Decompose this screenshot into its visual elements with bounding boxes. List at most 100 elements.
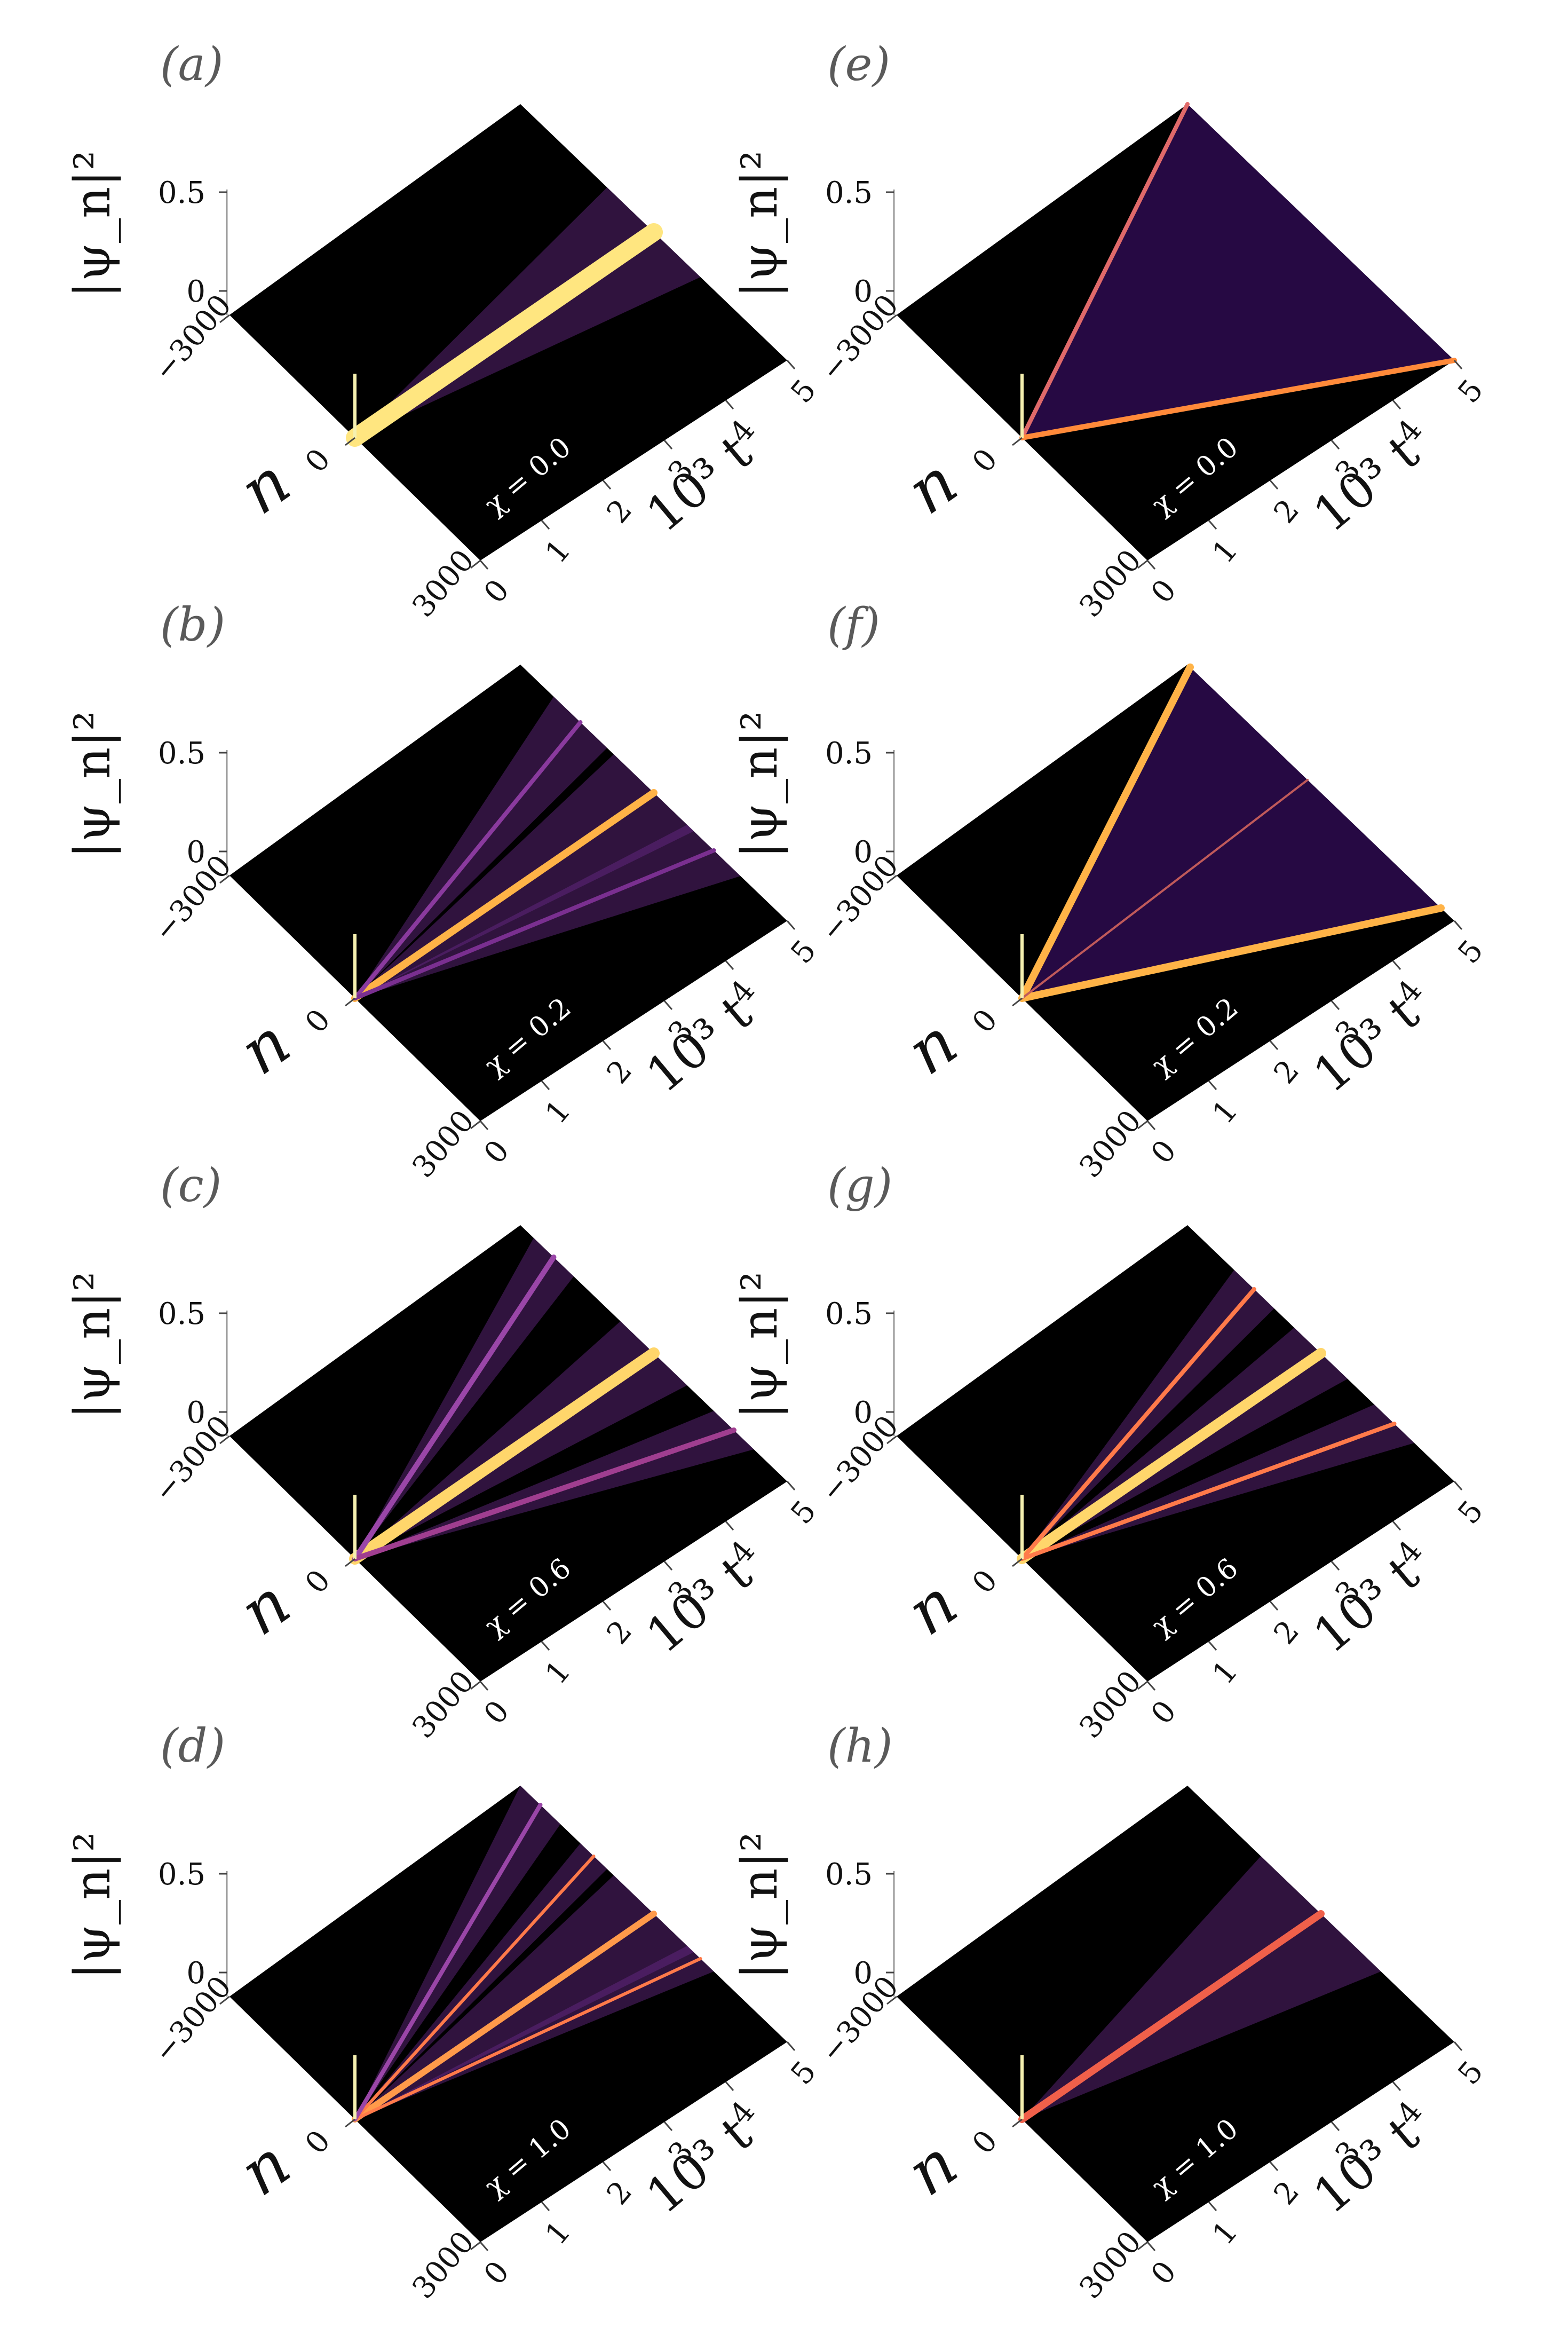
n-tick-label: 0	[298, 443, 337, 479]
z-tick-label: 0	[853, 1395, 873, 1430]
t-tick	[786, 2041, 796, 2051]
t-tick	[602, 2161, 612, 2171]
n-tick	[1012, 997, 1023, 1007]
n-tick	[1137, 559, 1148, 569]
wave-beam	[352, 1911, 657, 2123]
n-axis-label: n	[894, 1566, 970, 1650]
wave-beam	[353, 1957, 702, 2121]
z-axis-label: |ψ_n|²	[731, 711, 788, 858]
wave-beam	[1019, 358, 1457, 440]
panel-label: (g)	[827, 1159, 892, 1212]
n-tick	[219, 314, 230, 324]
n-tick	[1137, 1120, 1148, 1130]
z-axis-label: |ψ_n|²	[731, 1832, 788, 1979]
t-tick	[602, 480, 612, 490]
z-tick-label: 0.5	[158, 1297, 205, 1331]
wave-beam	[1020, 1422, 1397, 1561]
t-tick-label: 0	[1144, 573, 1183, 610]
t-tick	[786, 1481, 796, 1490]
n-tick-label: 3000	[406, 1664, 481, 1745]
t-tick-label: 2	[1267, 493, 1306, 530]
n-tick-label: 3000	[1073, 2225, 1148, 2306]
z-tick-label: 0.5	[825, 736, 873, 771]
t-tick	[479, 1681, 489, 1691]
t-tick	[1269, 1040, 1279, 1050]
n-axis-label: n	[227, 1005, 303, 1090]
t-tick	[1453, 2041, 1463, 2051]
n-tick	[1012, 1558, 1023, 1567]
n-tick-label: 0	[298, 2124, 337, 2161]
t-tick	[1331, 1000, 1340, 1010]
wave-beam	[1017, 1348, 1326, 1564]
n-tick-label: 3000	[1073, 1104, 1148, 1185]
t-tick-label: 2	[600, 2175, 639, 2212]
panel-label: (f)	[827, 598, 880, 652]
t-tick	[663, 1561, 673, 1571]
t-tick	[1208, 1080, 1217, 1090]
density-cone	[1022, 667, 1441, 998]
t-tick-label: 2	[600, 1054, 639, 1091]
t-tick-label: 5	[1451, 373, 1490, 410]
wave-beam	[353, 848, 716, 1000]
t-tick	[1392, 400, 1401, 409]
n-tick-label: 0	[298, 1564, 337, 1600]
t-tick	[1392, 960, 1401, 970]
z-axis-label: |ψ_n|²	[64, 1832, 121, 1979]
t-tick-label: 2	[600, 493, 639, 530]
t-tick-label: 1	[1206, 1094, 1245, 1131]
n-tick	[886, 1435, 897, 1445]
t-tick	[725, 2081, 734, 2091]
t-tick	[541, 1080, 550, 1090]
t-tick	[1146, 560, 1156, 570]
n-tick	[470, 1681, 481, 1690]
wave-beam	[351, 789, 658, 1002]
n-axis-label: n	[227, 445, 303, 529]
wave-beam	[1018, 904, 1445, 1002]
t-tick	[541, 1641, 550, 1651]
t-tick	[663, 440, 673, 449]
n-tick	[219, 874, 230, 884]
z-tick-label: 0	[186, 1395, 205, 1430]
t-tick	[725, 1521, 734, 1531]
t-tick-label: 2	[1267, 2175, 1306, 2212]
t-tick	[786, 360, 796, 369]
n-tick-label: 3000	[406, 2225, 481, 2306]
n-tick-label: 3000	[406, 543, 481, 624]
t-tick	[1331, 2121, 1340, 2131]
n-tick	[470, 2241, 481, 2251]
wave-beam	[353, 1803, 543, 2121]
panel-label: (h)	[827, 1719, 893, 1773]
t-tick	[1269, 1601, 1279, 1611]
t-tick	[1331, 1561, 1340, 1571]
t-tick-label: 1	[538, 1654, 577, 1691]
t-tick	[1269, 2161, 1279, 2171]
panel-label: (c)	[160, 1159, 221, 1212]
z-tick-label: 0	[853, 835, 873, 870]
z-axis-label: |ψ_n|²	[64, 1272, 121, 1419]
z-tick-label: 0	[186, 274, 205, 309]
n-tick	[1012, 437, 1023, 446]
t-tick-label: 0	[477, 1134, 516, 1171]
density-fan	[355, 1411, 754, 1559]
n-tick	[219, 1995, 230, 2005]
z-tick-label: 0	[853, 274, 873, 309]
t-tick	[1208, 520, 1217, 530]
t-tick-label: 5	[1451, 934, 1490, 971]
t-tick-label: 0	[1144, 1134, 1183, 1171]
z-tick-label: 0.5	[158, 1857, 205, 1892]
n-tick	[1137, 2241, 1148, 2251]
z-tick-label: 0	[186, 835, 205, 870]
t-tick-label: 0	[1144, 1694, 1183, 1731]
t-tick	[541, 2202, 550, 2211]
z-axis-label: |ψ_n|²	[64, 711, 121, 858]
n-tick	[470, 1120, 481, 1130]
t-tick	[479, 1121, 489, 1130]
t-tick	[1392, 2081, 1401, 2091]
t-tick-label: 5	[1451, 2055, 1490, 2092]
t-tick	[663, 1000, 673, 1010]
wave-beam	[1021, 779, 1309, 999]
t-tick-label: 0	[477, 1694, 516, 1731]
t-tick	[1453, 1481, 1463, 1490]
n-tick	[345, 2118, 355, 2128]
